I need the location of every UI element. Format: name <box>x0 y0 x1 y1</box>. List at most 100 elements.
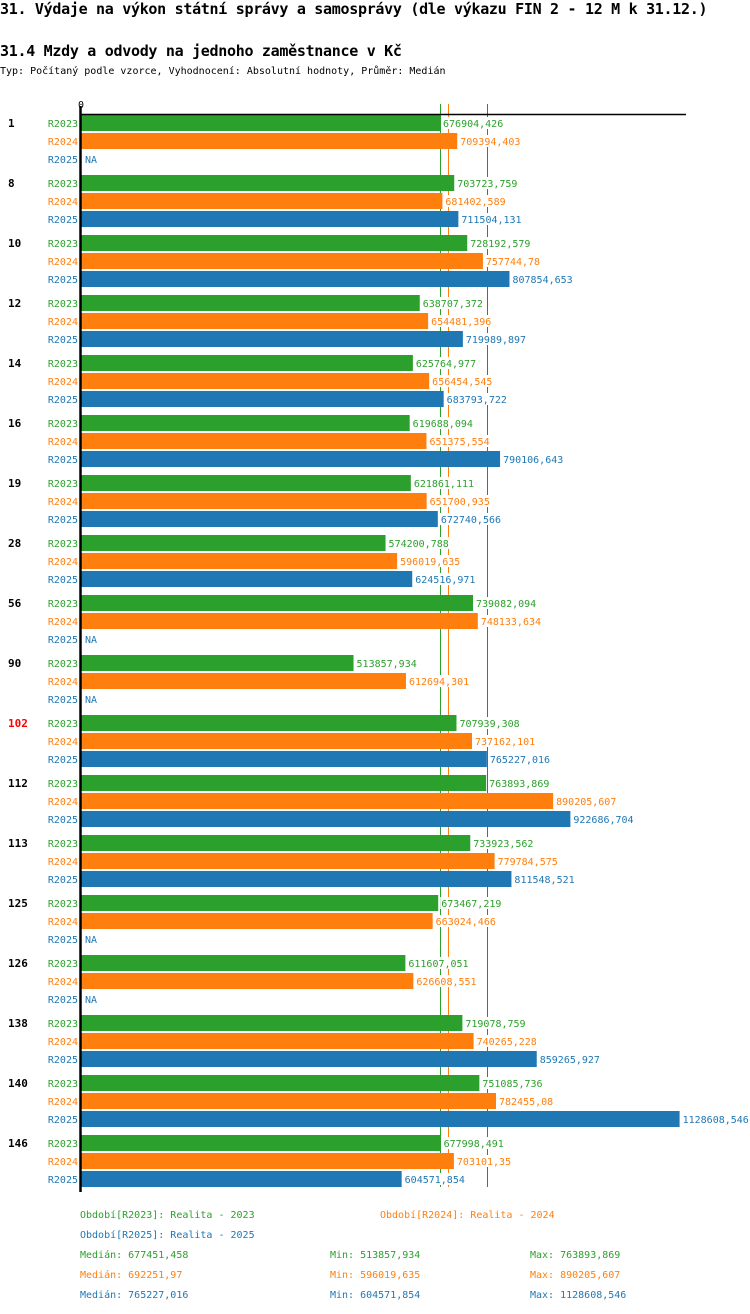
category-label: 14 <box>8 357 22 370</box>
series-label: R2025 <box>48 395 78 406</box>
value-label: 638707,372 <box>423 299 483 310</box>
chart-title: 31.4 Mzdy a odvody na jednoho zaměstnanc… <box>0 42 402 60</box>
value-label: 654481,396 <box>431 317 491 328</box>
category-group: 125 R2023 673467,219 R2024 663024,466 R2025 NA <box>8 895 503 946</box>
value-label-bg <box>387 537 450 549</box>
bar-r2024 <box>81 913 433 929</box>
value-label-bg <box>681 1113 750 1125</box>
category-group: 56 R2023 739082,094 R2024 748133,634 R2025 NA <box>8 595 543 646</box>
value-label: 765227,016 <box>490 755 550 766</box>
chart-meta: Typ: Počítaný podle vzorce, Vyhodnocení:… <box>0 66 446 77</box>
series-label: R2023 <box>48 1139 78 1150</box>
bar-r2025 <box>81 1051 537 1067</box>
series-label: R2025 <box>48 215 78 226</box>
series-label: R2023 <box>48 239 78 250</box>
bar-r2025 <box>81 451 501 467</box>
series-label: R2024 <box>48 737 78 748</box>
series-label: R2024 <box>48 377 78 388</box>
value-label: 740265,228 <box>477 1037 537 1048</box>
bar-r2025 <box>81 511 438 527</box>
value-label-bg <box>415 975 478 987</box>
value-label: 651700,935 <box>430 497 490 508</box>
series-label: R2023 <box>48 899 78 910</box>
bar-r2023 <box>81 1075 480 1091</box>
category-group: 19 R2023 621861,111 R2024 651700,935 R2025 672… <box>8 475 503 527</box>
value-label-bg <box>399 555 462 567</box>
stat-median-r2024: Medián: 692251,97 <box>80 1270 183 1281</box>
value-label-bg <box>84 153 99 165</box>
series-label: R2025 <box>48 515 78 526</box>
series-label: R2024 <box>48 1037 78 1048</box>
series-label: R2023 <box>48 1079 78 1090</box>
series-label: R2024 <box>48 797 78 808</box>
bar-r2025 <box>81 871 512 887</box>
report-title: 31. Výdaje na výkon státní správy a samo… <box>0 0 708 18</box>
stat-median-r2025: Medián: 765227,016 <box>80 1290 189 1301</box>
value-label: 651375,554 <box>429 437 489 448</box>
value-label-bg <box>440 897 503 909</box>
bar-r2023 <box>81 535 386 551</box>
value-label-bg <box>442 117 505 129</box>
category-group: 28 R2023 574200,788 R2024 596019,635 R2025 624… <box>8 535 477 587</box>
value-label-bg <box>407 675 471 687</box>
value-label-bg <box>572 813 635 825</box>
series-label: R2023 <box>48 779 78 790</box>
legend-period-r2025: Období[R2025]: Realita - 2025 <box>80 1230 255 1241</box>
value-label-bg <box>475 1035 538 1047</box>
value-label: 890205,607 <box>556 797 616 808</box>
value-label: 574200,788 <box>389 539 449 550</box>
bar-r2024 <box>81 1093 497 1109</box>
value-label: 604571,854 <box>405 1175 465 1186</box>
category-label: 16 <box>8 417 22 430</box>
bar-r2023 <box>81 835 471 851</box>
bar-r2024 <box>81 1033 474 1049</box>
value-label: 625764,977 <box>416 359 476 370</box>
value-label-bg <box>439 513 503 525</box>
series-label: R2023 <box>48 539 78 550</box>
bar-r2023 <box>81 655 354 671</box>
series-label: R2025 <box>48 815 78 826</box>
series-label: R2024 <box>48 977 78 988</box>
value-label-bg <box>445 393 508 405</box>
value-label: 621861,111 <box>414 479 474 490</box>
bar-r2023 <box>81 955 406 971</box>
series-label: R2023 <box>48 179 78 190</box>
value-label: 596019,635 <box>400 557 460 568</box>
bar-r2025 <box>81 271 510 287</box>
value-label: 711504,131 <box>461 215 521 226</box>
stat-min-r2025: Min: 604571,854 <box>330 1290 421 1301</box>
value-label-bg <box>464 1017 527 1029</box>
series-label: R2024 <box>48 257 78 268</box>
series-label: R2023 <box>48 959 78 970</box>
series-label: R2024 <box>48 677 78 688</box>
value-label-bg <box>84 993 99 1005</box>
value-label-bg <box>498 1095 555 1107</box>
value-label: NA <box>85 635 97 646</box>
value-label: 709394,403 <box>460 137 520 148</box>
stat-min-r2024: Min: 596019,635 <box>330 1270 421 1281</box>
stat-min-r2023: Min: 513857,934 <box>330 1250 421 1261</box>
category-label: 140 <box>8 1077 28 1090</box>
value-label-bg <box>434 915 497 927</box>
legend-period-r2023: Období[R2023]: Realita - 2023 <box>80 1210 255 1221</box>
value-label-bg <box>421 297 484 309</box>
category-group: 10 R2023 728192,579 R2024 757744,78 R2025 8078… <box>8 235 574 287</box>
value-label: 513857,934 <box>357 659 417 670</box>
stat-max-r2025: Max: 1128608,546 <box>530 1290 627 1301</box>
value-label: NA <box>85 155 97 166</box>
value-label: 683793,722 <box>447 395 507 406</box>
value-label: 626608,551 <box>416 977 476 988</box>
value-label: 624516,971 <box>415 575 475 586</box>
bar-r2024 <box>81 493 427 509</box>
stat-max-r2023: Max: 763893,869 <box>530 1250 621 1261</box>
category-group: 140 R2023 751085,736 R2024 782455,08 R2025 112… <box>8 1075 750 1127</box>
value-label: 763893,869 <box>489 779 549 790</box>
category-group: 8 R2023 703723,759 R2024 681402,589 R2025 7115… <box>8 175 523 227</box>
value-label-bg <box>411 417 474 429</box>
bar-r2025 <box>81 391 444 407</box>
category-group: 16 R2023 619688,094 R2024 651375,554 R2025 790… <box>8 415 565 467</box>
value-label-bg <box>473 735 537 747</box>
bar-r2024 <box>81 853 495 869</box>
value-label-bg <box>496 855 559 867</box>
value-label-bg <box>458 717 521 729</box>
